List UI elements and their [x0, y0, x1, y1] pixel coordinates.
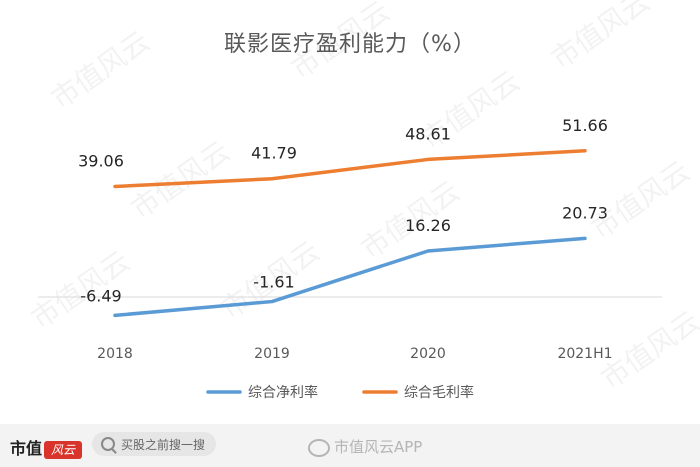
search-placeholder: 买股之前搜一搜	[121, 437, 206, 452]
chart-title: 联影医疗盈利能力（%）	[224, 32, 476, 57]
x-tick-label: 2019	[254, 346, 290, 362]
series-line-net-margin	[113, 236, 587, 318]
series-line-gross-margin	[113, 149, 587, 189]
background-watermark: 市值风云	[285, 0, 396, 86]
data-label: -1.61	[253, 273, 294, 292]
data-label: 51.66	[562, 116, 608, 135]
x-tick-label: 2020	[410, 346, 446, 362]
data-label: 41.79	[251, 144, 297, 163]
data-label: 20.73	[562, 203, 608, 222]
data-label: 16.26	[405, 216, 451, 235]
app-watermark: 市值风云APP	[308, 436, 422, 457]
footer-bar: 市值 风云 买股之前搜一搜 市值风云APP	[0, 424, 700, 467]
data-label: 39.06	[78, 151, 124, 170]
brand-text: 市值	[10, 439, 43, 458]
search-box[interactable]: 买股之前搜一搜	[92, 432, 216, 456]
data-label: -6.49	[80, 286, 121, 305]
background-watermark: 市值风云	[545, 0, 656, 76]
legend-label: 综合净利率	[248, 384, 318, 401]
app-watermark-text: 市值风云APP	[334, 438, 423, 456]
weibo-icon	[308, 438, 330, 457]
search-icon	[101, 437, 115, 451]
x-tick-label: 2018	[97, 346, 133, 362]
brand-logo: 市值 风云	[10, 435, 83, 459]
x-tick-label: 2021H1	[557, 346, 612, 362]
brand-logo-badge: 风云	[44, 440, 83, 459]
legend-label: 综合毛利率	[404, 384, 474, 401]
background-watermark: 市值风云	[45, 24, 156, 115]
chart-plot: 市值风云市值风云市值风云市值风云市值风云市值风云市值风云市值风云市值风云市值风云…	[25, 0, 700, 401]
data-label: 48.61	[405, 124, 451, 143]
background-watermark: 市值风云	[585, 154, 696, 245]
